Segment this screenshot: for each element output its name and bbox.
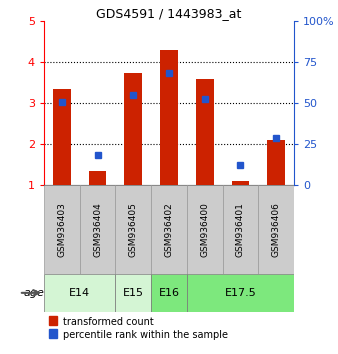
FancyBboxPatch shape (115, 185, 151, 274)
Text: E17.5: E17.5 (224, 288, 256, 298)
FancyBboxPatch shape (44, 274, 115, 312)
FancyBboxPatch shape (44, 185, 80, 274)
FancyBboxPatch shape (223, 185, 258, 274)
FancyBboxPatch shape (187, 274, 294, 312)
FancyBboxPatch shape (151, 274, 187, 312)
Text: GSM936403: GSM936403 (57, 202, 66, 257)
Legend: transformed count, percentile rank within the sample: transformed count, percentile rank withi… (49, 317, 228, 339)
Text: age: age (23, 288, 44, 298)
Bar (267, 140, 285, 185)
Text: GSM936404: GSM936404 (93, 202, 102, 257)
FancyBboxPatch shape (115, 274, 151, 312)
Bar (160, 50, 178, 185)
FancyBboxPatch shape (258, 185, 294, 274)
FancyBboxPatch shape (151, 185, 187, 274)
Bar (124, 73, 142, 185)
Text: GSM936402: GSM936402 (165, 202, 173, 257)
Text: GSM936405: GSM936405 (129, 202, 138, 257)
Bar (53, 89, 71, 185)
Text: GSM936406: GSM936406 (272, 202, 281, 257)
FancyBboxPatch shape (80, 185, 115, 274)
Bar (196, 79, 214, 185)
Title: GDS4591 / 1443983_at: GDS4591 / 1443983_at (96, 7, 242, 20)
Text: E16: E16 (159, 288, 179, 298)
Bar (232, 181, 249, 185)
Bar (89, 171, 106, 185)
FancyBboxPatch shape (187, 185, 223, 274)
Text: GSM936400: GSM936400 (200, 202, 209, 257)
Text: E15: E15 (123, 288, 144, 298)
Text: GSM936401: GSM936401 (236, 202, 245, 257)
Text: E14: E14 (69, 288, 90, 298)
